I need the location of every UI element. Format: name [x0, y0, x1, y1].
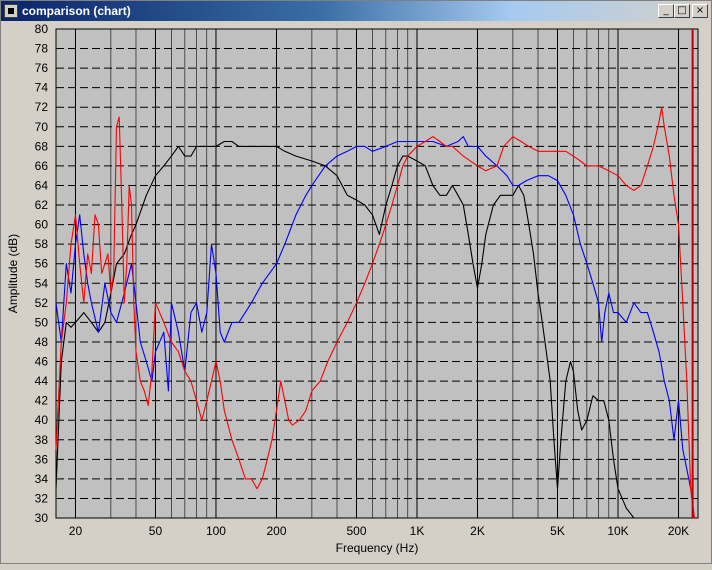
y-tick-label: 66	[35, 159, 49, 173]
y-tick-label: 52	[35, 296, 49, 310]
x-tick-label: 5K	[550, 524, 565, 538]
y-tick-label: 56	[35, 257, 49, 271]
maximize-button[interactable]: □	[674, 4, 690, 18]
title-bar[interactable]: comparison (chart) _ □ ×	[1, 1, 711, 21]
frequency-response-chart: 30 32 34 36 38 40 42 44 46 48 50 52 54 56 58 60 62 64 66 68…	[6, 22, 699, 555]
y-tick-label: 48	[35, 335, 49, 349]
series-line	[55, 106, 695, 519]
y-tick-label: 34	[35, 472, 49, 486]
x-tick-label: 200	[266, 524, 286, 538]
x-tick-label: 100	[206, 524, 226, 538]
x-tick-label: 50	[149, 524, 163, 538]
y-tick-label: 32	[35, 491, 49, 505]
window-menu-icon[interactable]	[4, 4, 18, 18]
y-tick-label: 42	[35, 394, 49, 408]
x-tick-label: 2K	[470, 524, 485, 538]
window-title: comparison (chart)	[22, 4, 131, 18]
y-tick-label: 72	[35, 100, 49, 114]
series-line	[55, 136, 695, 519]
series-line	[55, 140, 635, 519]
y-tick-label: 60	[35, 218, 49, 232]
y-tick-label: 40	[35, 413, 49, 427]
x-tick-label: 20K	[668, 524, 689, 538]
y-tick-label: 38	[35, 433, 49, 447]
y-tick-label: 74	[35, 81, 49, 95]
y-tick-label: 78	[35, 42, 49, 56]
x-axis-label: Frequency (Hz)	[336, 541, 419, 555]
y-tick-label: 70	[35, 120, 49, 134]
y-axis-label: Amplitude (dB)	[6, 234, 20, 313]
minimize-button[interactable]: _	[658, 4, 674, 18]
chart-area: 30 32 34 36 38 40 42 44 46 48 50 52 54 56 58 60 62 64 66 68…	[1, 21, 712, 565]
x-tick-label: 10K	[607, 524, 628, 538]
y-tick-label: 76	[35, 61, 49, 75]
y-tick-label: 54	[35, 276, 49, 290]
close-button[interactable]: ×	[692, 4, 708, 18]
y-tick-label: 30	[35, 511, 49, 525]
y-tick-label: 36	[35, 452, 49, 466]
plot-background	[55, 28, 699, 519]
y-tick-label: 62	[35, 198, 49, 212]
y-tick-label: 64	[35, 178, 49, 192]
x-tick-label: 500	[346, 524, 366, 538]
y-tick-label: 58	[35, 237, 49, 251]
y-tick-label: 46	[35, 355, 49, 369]
y-tick-label: 80	[35, 22, 49, 36]
x-tick-label: 20	[69, 524, 83, 538]
x-tick-label: 1K	[410, 524, 425, 538]
y-tick-label: 68	[35, 139, 49, 153]
y-tick-label: 44	[35, 374, 49, 388]
y-tick-label: 50	[35, 315, 49, 329]
